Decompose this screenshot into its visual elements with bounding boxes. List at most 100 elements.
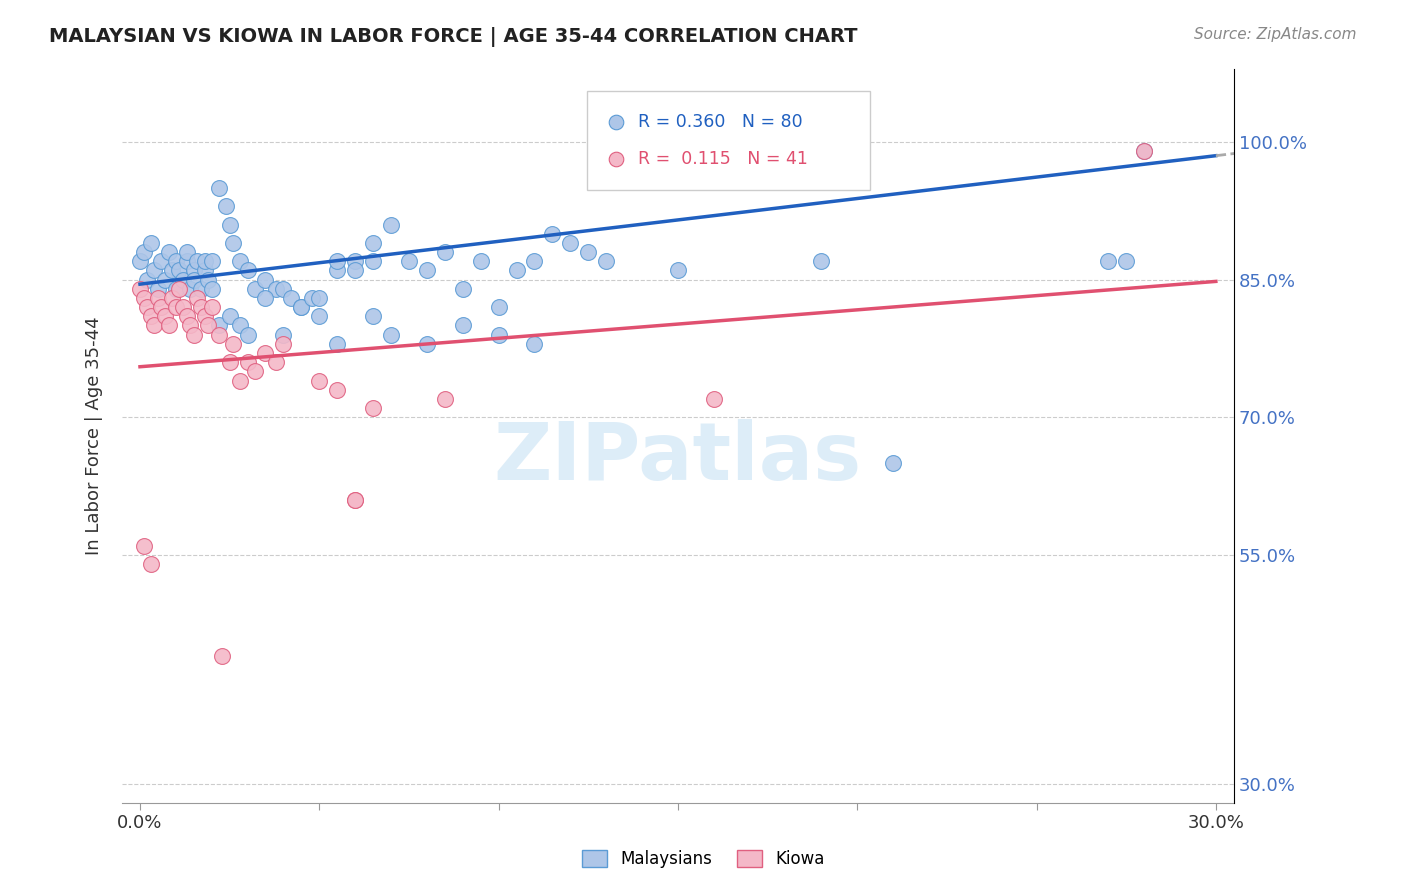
Point <box>197 318 219 333</box>
Point <box>326 383 349 397</box>
Point <box>143 263 166 277</box>
Point <box>308 374 330 388</box>
Point <box>344 492 367 507</box>
Point <box>1133 144 1156 158</box>
Point <box>236 355 259 369</box>
Point <box>193 254 215 268</box>
Text: R =  0.115   N = 41: R = 0.115 N = 41 <box>638 150 808 168</box>
Point <box>280 291 302 305</box>
Point <box>218 218 240 232</box>
Point <box>208 181 231 195</box>
Point <box>1115 254 1137 268</box>
Point <box>236 263 259 277</box>
Point <box>183 272 205 286</box>
Point <box>146 282 169 296</box>
Point <box>229 318 252 333</box>
Point <box>176 310 198 324</box>
Point <box>129 282 152 296</box>
Point <box>470 254 492 268</box>
Point <box>290 300 312 314</box>
Point <box>132 245 155 260</box>
Point <box>326 336 349 351</box>
Point <box>703 392 725 406</box>
Point <box>169 263 191 277</box>
Point <box>150 300 173 314</box>
Point <box>326 254 349 268</box>
Point <box>273 336 295 351</box>
Point <box>576 245 599 260</box>
Point <box>190 300 212 314</box>
Point <box>254 291 277 305</box>
Point <box>186 254 208 268</box>
Point <box>208 327 231 342</box>
Point <box>201 282 224 296</box>
Point <box>211 648 233 663</box>
Point <box>361 235 384 250</box>
Point <box>344 492 367 507</box>
Text: R = 0.360   N = 80: R = 0.360 N = 80 <box>638 112 803 130</box>
Point <box>301 291 323 305</box>
Point <box>176 254 198 268</box>
Point <box>326 263 349 277</box>
Point <box>308 310 330 324</box>
Point <box>139 235 162 250</box>
Point <box>380 218 402 232</box>
Point <box>165 254 187 268</box>
Point <box>523 336 546 351</box>
Point <box>172 300 194 314</box>
Point <box>380 327 402 342</box>
Point <box>218 355 240 369</box>
Point <box>139 557 162 571</box>
Point <box>451 282 474 296</box>
Point <box>229 254 252 268</box>
Point <box>222 336 245 351</box>
Point <box>136 272 159 286</box>
Point <box>129 254 152 268</box>
Point <box>190 282 212 296</box>
Point <box>523 254 546 268</box>
Point <box>222 235 245 250</box>
Text: MALAYSIAN VS KIOWA IN LABOR FORCE | AGE 35-44 CORRELATION CHART: MALAYSIAN VS KIOWA IN LABOR FORCE | AGE … <box>49 27 858 46</box>
Point <box>361 401 384 415</box>
Text: ZIPatlas: ZIPatlas <box>494 418 862 497</box>
Point <box>136 300 159 314</box>
Point <box>201 300 224 314</box>
Point <box>208 318 231 333</box>
Point <box>505 263 527 277</box>
Point <box>143 318 166 333</box>
Point <box>1097 254 1119 268</box>
Point <box>201 254 224 268</box>
Point <box>153 272 176 286</box>
Point <box>183 263 205 277</box>
Point <box>560 235 582 250</box>
Point <box>416 336 439 351</box>
Y-axis label: In Labor Force | Age 35-44: In Labor Force | Age 35-44 <box>86 317 103 555</box>
Point <box>179 282 201 296</box>
Point <box>169 282 191 296</box>
Point <box>162 263 184 277</box>
FancyBboxPatch shape <box>586 91 870 190</box>
Point <box>157 318 180 333</box>
Point <box>398 254 420 268</box>
Point <box>172 272 194 286</box>
Point <box>273 327 295 342</box>
Point <box>243 364 266 378</box>
Point <box>197 272 219 286</box>
Point <box>165 300 187 314</box>
Point <box>361 310 384 324</box>
Point <box>433 245 456 260</box>
Point <box>132 539 155 553</box>
Point <box>488 327 510 342</box>
Point <box>146 291 169 305</box>
Point <box>361 254 384 268</box>
Point <box>150 254 173 268</box>
Point <box>183 327 205 342</box>
Point <box>132 291 155 305</box>
Point <box>433 392 456 406</box>
Point <box>308 291 330 305</box>
Point <box>666 263 689 277</box>
Point <box>162 291 184 305</box>
Point <box>218 310 240 324</box>
Point <box>193 310 215 324</box>
Legend: Malaysians, Kiowa: Malaysians, Kiowa <box>575 843 831 875</box>
